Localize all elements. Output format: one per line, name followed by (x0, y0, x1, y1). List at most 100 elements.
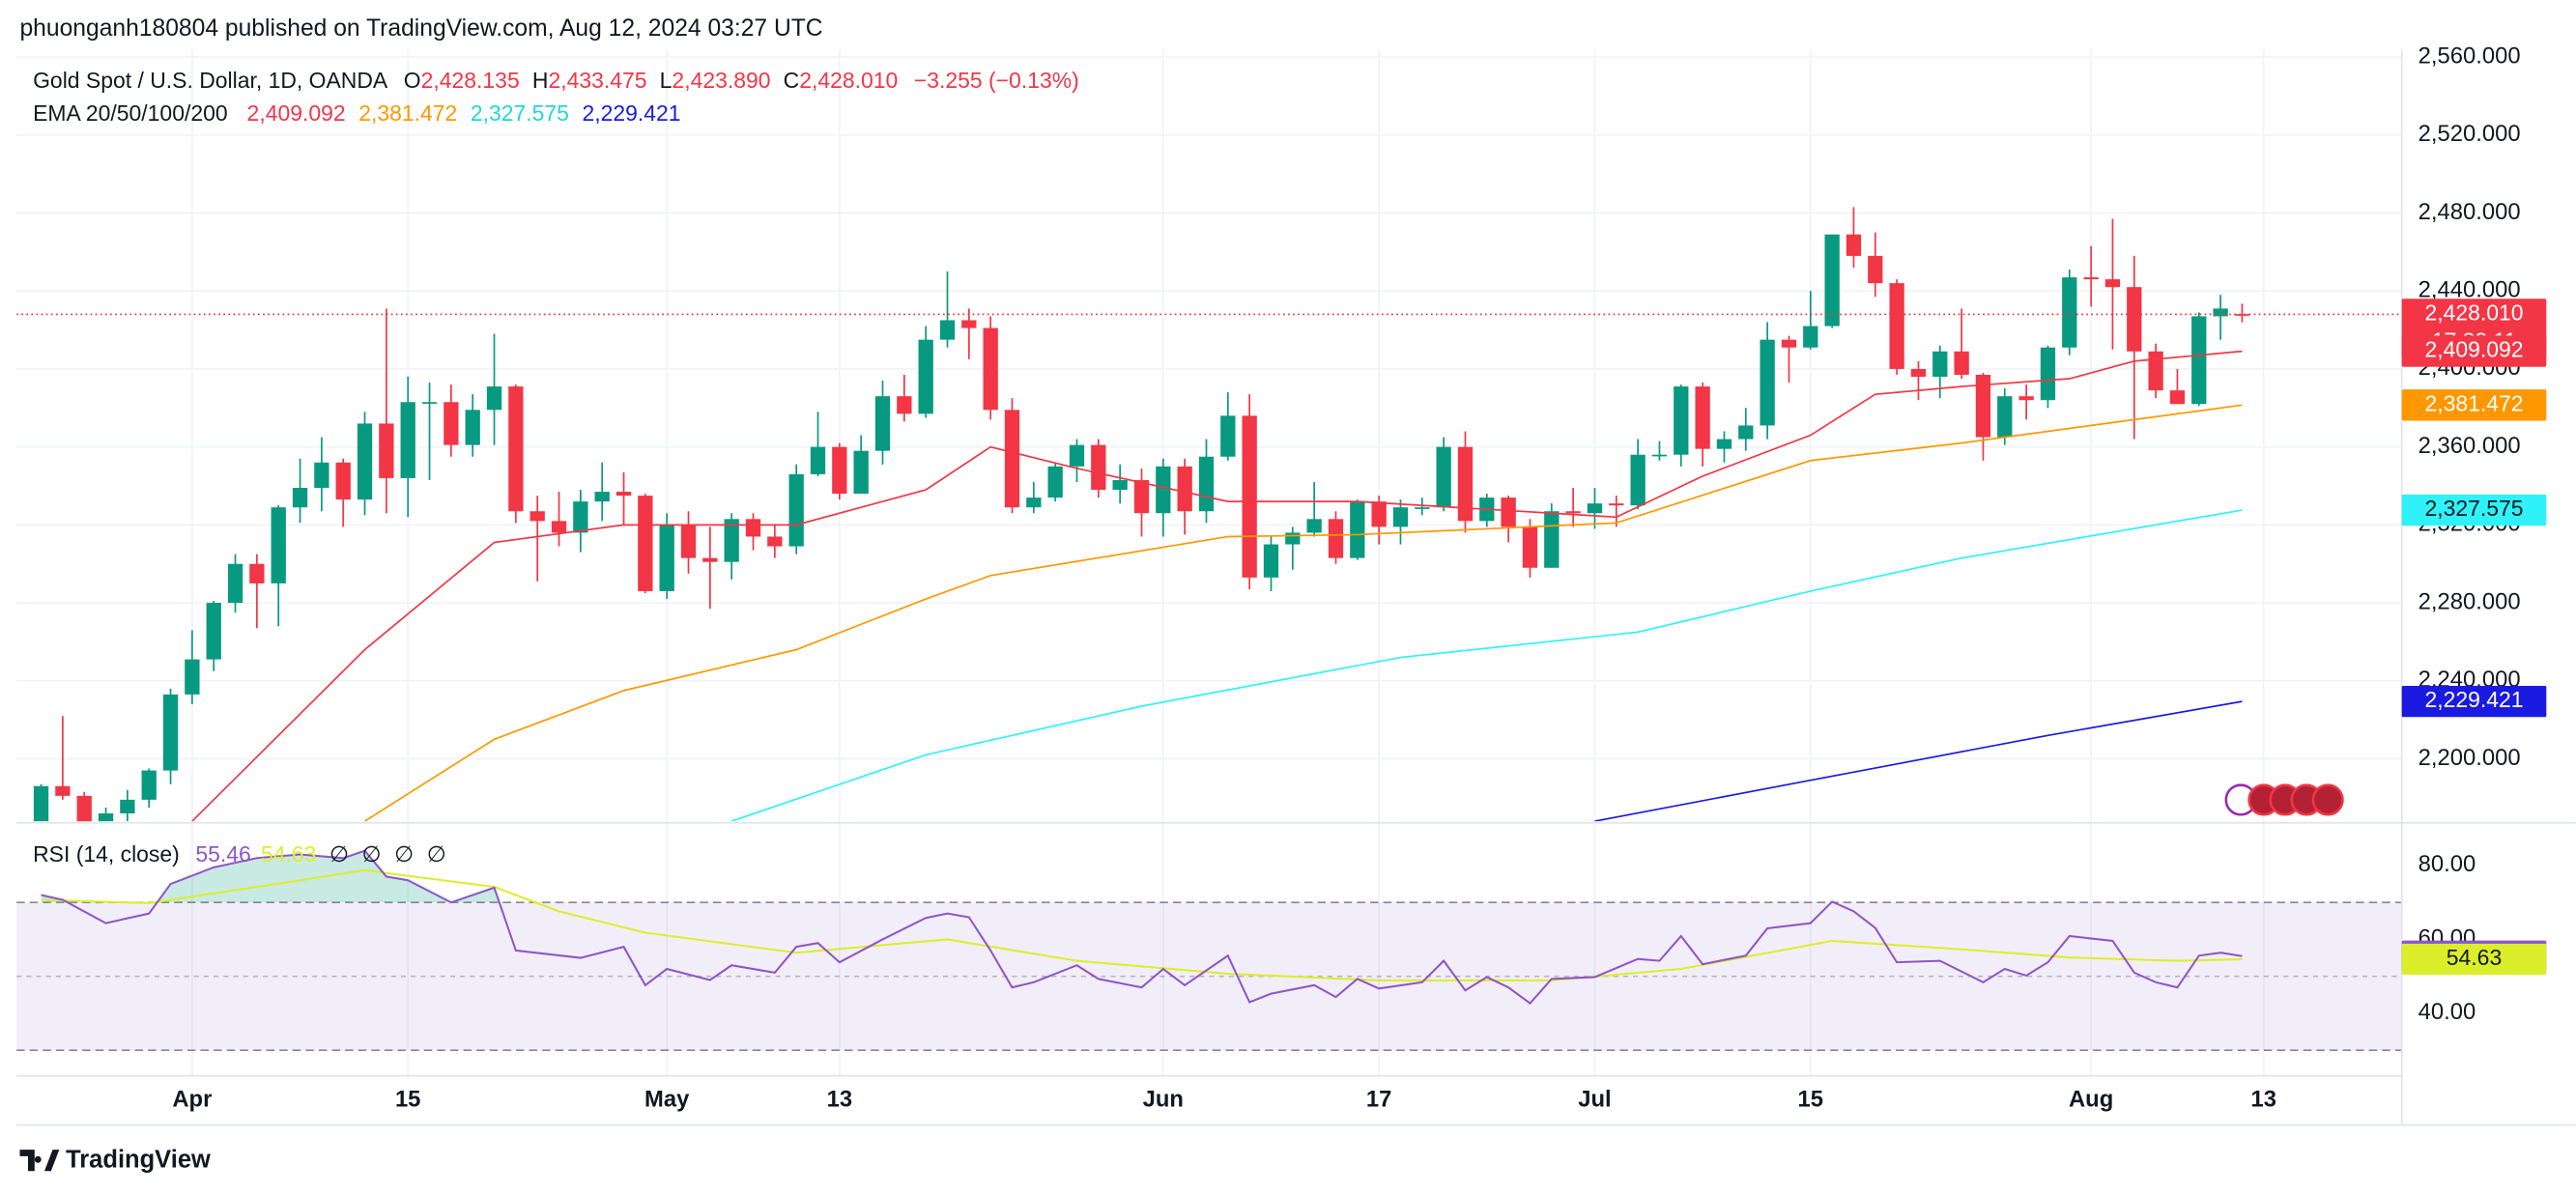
candle-body (983, 327, 998, 411)
candle-body (874, 396, 891, 451)
candle-body (810, 446, 826, 474)
candle-body (2104, 279, 2121, 288)
event-icon (2311, 783, 2344, 816)
candle-body (1177, 466, 1192, 512)
candle-body (1910, 368, 1927, 378)
candle-body (2083, 277, 2099, 280)
x-tick-label: 13 (2251, 1086, 2276, 1112)
rsi-extra: ∅ (394, 841, 414, 867)
candle-body (400, 402, 415, 478)
ema-value: 2,229.421 (583, 100, 681, 126)
ema-value: 2,409.092 (247, 100, 346, 126)
candle-body (1738, 425, 1754, 440)
ema-legend: EMA 20/50/100/200 2,409.092 2,381.472 2,32… (33, 100, 680, 126)
y-tick-label: 2,480.000 (2419, 199, 2521, 225)
candle-body (1263, 544, 1279, 578)
candle-body (206, 603, 221, 660)
candle-body (853, 450, 869, 495)
price-label: 2,327.575 (2424, 496, 2523, 521)
candle-body (2169, 390, 2186, 405)
candle-body (2213, 308, 2228, 317)
candle-body (486, 386, 502, 411)
candle-body (767, 536, 783, 547)
candle-body (1803, 326, 1818, 348)
candle-body (724, 519, 739, 562)
candle-body (1609, 503, 1624, 506)
rsi-extra: ∅ (427, 841, 446, 867)
candle-body (141, 770, 157, 800)
x-tick-label: May (644, 1086, 690, 1112)
ohlc-key: O (404, 68, 421, 93)
candle-body (1306, 519, 1322, 533)
candle-body (530, 511, 545, 522)
candle-body (379, 423, 394, 478)
axis-layer: 2,200.0002,240.0002,280.0002,320.0002,36… (172, 43, 2547, 1112)
candle-body (573, 501, 588, 533)
candle-body (1781, 339, 1797, 348)
change: −3.255 (−0.13%) (914, 68, 1079, 93)
ema-line (1594, 700, 2243, 822)
rsi-line (41, 849, 2243, 1005)
x-tick-label: 15 (1798, 1086, 1823, 1112)
price-label: 54.63 (2447, 945, 2502, 970)
candle-body (1975, 374, 1991, 438)
candle-body (33, 785, 49, 822)
candle-body (508, 386, 524, 512)
candle-body (1328, 519, 1344, 558)
candle-body (249, 563, 265, 583)
symbol-legend: Gold Spot / U.S. Dollar, 1D, OANDA O2,42… (33, 68, 1079, 93)
y-tick-label: 2,560.000 (2419, 43, 2521, 69)
candle-body (2148, 351, 2163, 391)
candle-body (939, 320, 956, 340)
candle-body (1156, 466, 1171, 514)
candle-body (1587, 503, 1603, 514)
brand-name: TradingView (66, 1147, 211, 1174)
rsi-extra: ∅ (329, 841, 349, 867)
candle-body (1026, 498, 1042, 508)
grid-layer (16, 49, 2402, 1076)
price-label: 2,381.472 (2424, 390, 2523, 415)
x-tick-label: Jul (1578, 1086, 1611, 1112)
price-label: 2,409.092 (2424, 337, 2523, 362)
ema-line (364, 404, 2243, 822)
candle-body (1112, 479, 1128, 491)
candle-body (1392, 507, 1409, 527)
ohlc-key: L (660, 68, 673, 93)
x-tick-label: Jun (1143, 1086, 1184, 1112)
ohlc-key: C (784, 68, 800, 93)
candle-body (1760, 339, 1775, 426)
ema-line (191, 350, 2243, 822)
ohlc-value: 2,428.135 (421, 68, 520, 93)
candle-body (1630, 454, 1646, 506)
symbol-title: Gold Spot / U.S. Dollar, 1D, OANDA (33, 68, 388, 93)
ohlc-value: 2,428.010 (799, 68, 898, 93)
y-tick-label: 40.00 (2419, 999, 2476, 1025)
candle-body (357, 423, 373, 500)
candle-body (551, 521, 567, 533)
y-tick-label: 2,520.000 (2419, 121, 2521, 147)
candle-body (1220, 415, 1236, 457)
price-label-box (2401, 389, 2547, 421)
price-label: 2,229.421 (2424, 687, 2523, 712)
candle-body (1565, 511, 1581, 514)
ema-value: 2,381.472 (358, 100, 457, 126)
candle-body (1350, 501, 1365, 558)
candle-body (314, 462, 329, 489)
candle-body (1457, 446, 1474, 522)
candle-body (1997, 396, 2013, 438)
x-tick-label: Aug (2069, 1086, 2113, 1112)
price-label-box (2401, 943, 2547, 976)
candle-body (832, 446, 847, 495)
candle-body (615, 492, 632, 497)
candle-body (2191, 316, 2207, 405)
y-tick-label: 80.00 (2419, 851, 2476, 877)
candle-body (1415, 507, 1430, 509)
candle-body (745, 519, 761, 537)
x-tick-label: 15 (395, 1086, 420, 1112)
price-label-box (2401, 494, 2547, 526)
candle-body (1198, 456, 1215, 512)
publisher-line: phuonganh180804 published on TradingView… (19, 15, 822, 42)
candle-body (444, 402, 459, 445)
rsi-legend: RSI (14, close) 55.46 54.63 ∅ ∅ ∅ ∅ (33, 841, 446, 867)
